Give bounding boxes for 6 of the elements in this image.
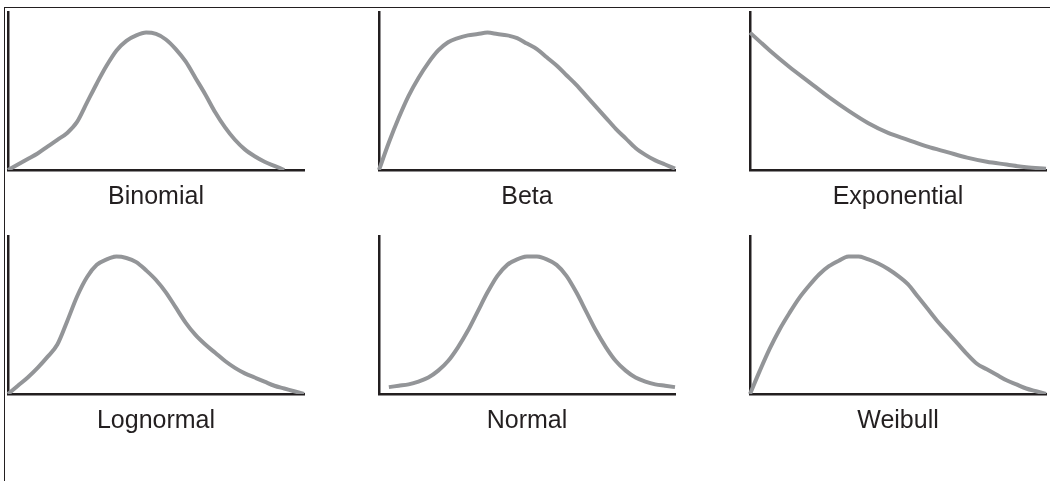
x-axis-title: Binomial [108,180,204,209]
x-axis-title: Normal [486,404,568,433]
x-axis-title: Exponential [832,180,964,209]
x-axis-title: Beta [501,180,553,209]
x-axis-title: Weibull [857,404,939,433]
x-axis-title: Lognormal [96,404,216,433]
